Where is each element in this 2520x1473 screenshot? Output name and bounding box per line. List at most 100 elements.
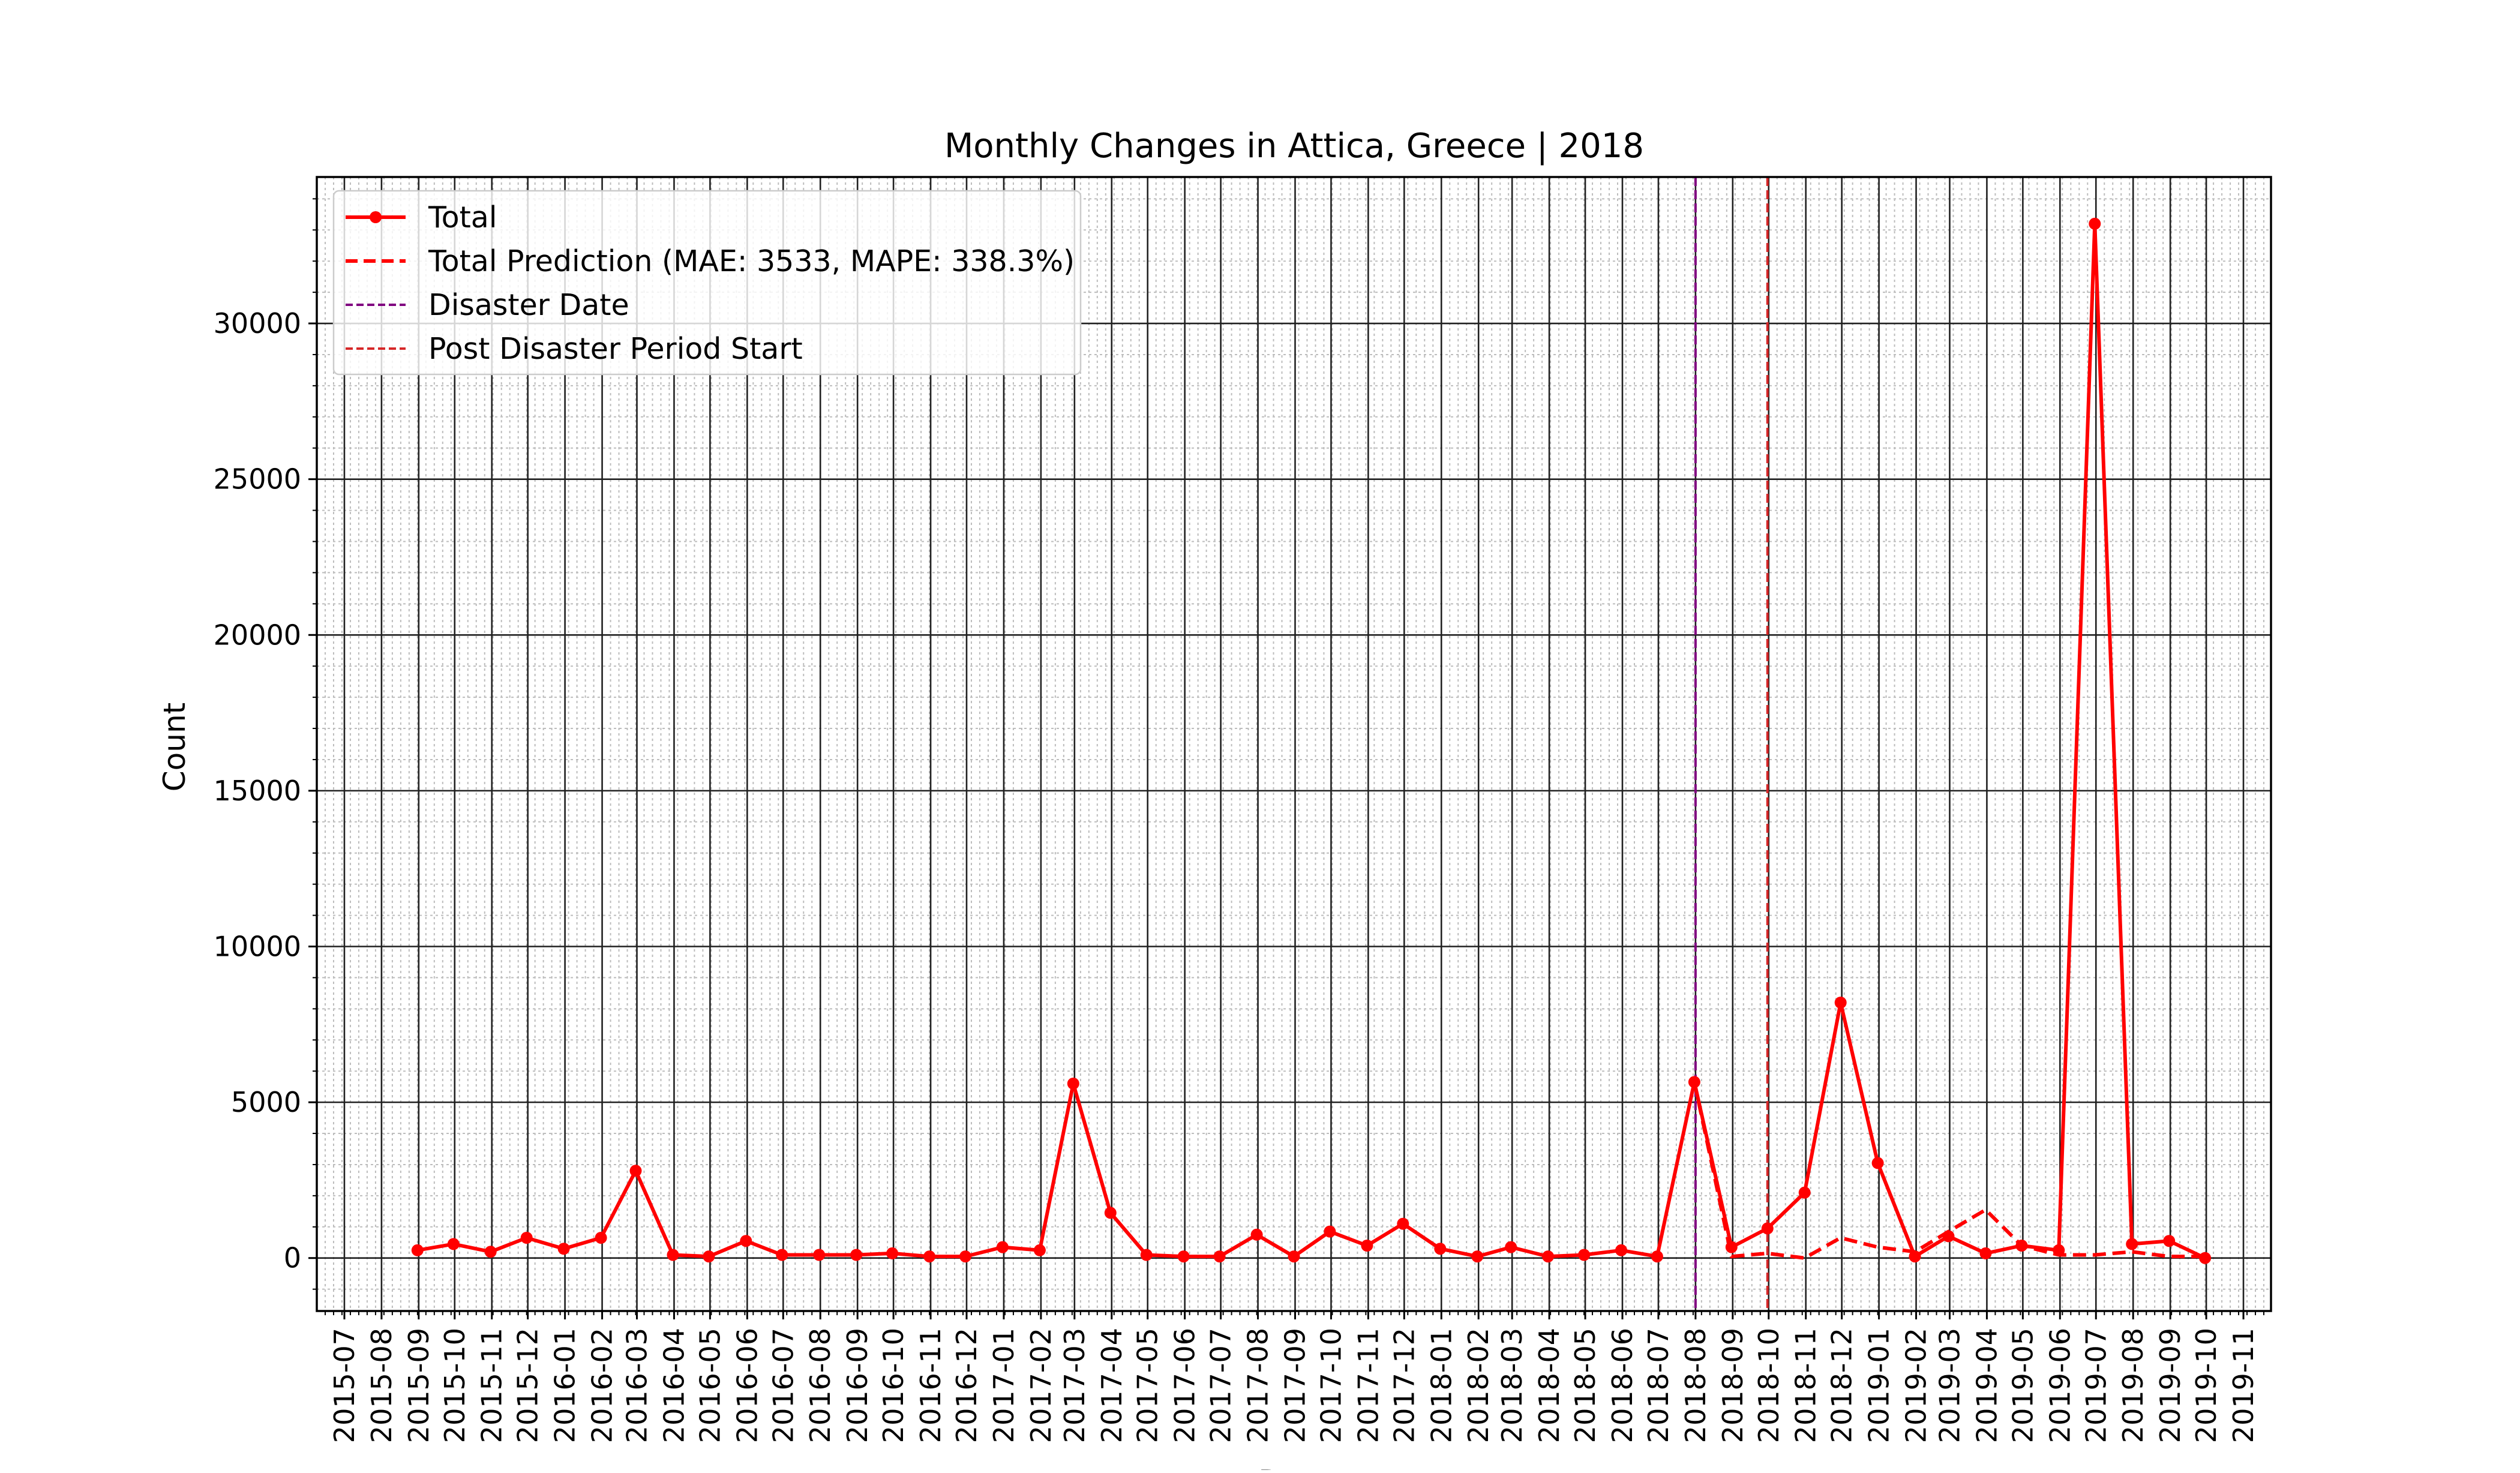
total-data-point bbox=[1104, 1207, 1117, 1219]
legend-disaster-date-label: Disaster Date bbox=[428, 288, 629, 322]
x-tick-label: 2017-11 bbox=[1352, 1328, 1384, 1443]
total-data-point bbox=[1651, 1250, 1663, 1263]
x-tick-label: 2016-08 bbox=[804, 1328, 836, 1443]
x-tick-label: 2016-04 bbox=[658, 1328, 691, 1443]
total-data-point bbox=[667, 1249, 679, 1261]
x-tick-label: 2019-10 bbox=[2190, 1328, 2222, 1443]
x-tick-label: 2019-06 bbox=[2044, 1328, 2076, 1443]
x-tick-label: 2016-02 bbox=[586, 1328, 619, 1443]
total-data-point bbox=[520, 1232, 533, 1244]
total-data-point bbox=[2126, 1238, 2138, 1250]
total-data-point bbox=[411, 1244, 424, 1256]
total-data-point bbox=[447, 1238, 460, 1250]
x-tick-label: 2019-09 bbox=[2154, 1328, 2186, 1443]
x-tick-label: 2017-07 bbox=[1205, 1328, 1237, 1443]
x-tick-label: 2017-04 bbox=[1096, 1328, 1128, 1443]
total-data-point bbox=[1979, 1247, 1992, 1259]
x-tick-label: 2017-02 bbox=[1025, 1328, 1057, 1443]
legend: Total Total Prediction (MAE: 3533, MAPE: … bbox=[332, 190, 1082, 376]
x-tick-label: 2018-07 bbox=[1642, 1328, 1675, 1443]
x-tick-label: 2018-03 bbox=[1496, 1328, 1528, 1443]
x-tick-label: 2017-06 bbox=[1169, 1328, 1201, 1443]
chart-title: Monthly Changes in Attica, Greece | 2018 bbox=[944, 127, 1644, 166]
x-tick-label: 2016-09 bbox=[841, 1328, 874, 1443]
total-data-point bbox=[2199, 1252, 2212, 1264]
total-data-point bbox=[2015, 1240, 2028, 1252]
x-tick-label: 2017-09 bbox=[1279, 1328, 1312, 1443]
total-data-point bbox=[629, 1165, 642, 1177]
total-data-point bbox=[1067, 1078, 1079, 1090]
total-data-point bbox=[557, 1243, 570, 1255]
x-tick-label: 2018-08 bbox=[1679, 1328, 1712, 1443]
total-data-point bbox=[484, 1246, 497, 1258]
x-tick-label: 2015-12 bbox=[512, 1328, 544, 1443]
x-tick-label: 2016-05 bbox=[694, 1328, 726, 1443]
x-tick-label: 2019-07 bbox=[2080, 1328, 2112, 1443]
total-data-point bbox=[1688, 1076, 1700, 1088]
x-tick-label: 2015-10 bbox=[439, 1328, 471, 1443]
total-data-point bbox=[850, 1249, 863, 1261]
total-data-point bbox=[996, 1241, 1009, 1253]
x-tick-label: 2017-10 bbox=[1315, 1328, 1347, 1443]
total-data-point bbox=[2089, 217, 2101, 230]
x-tick-label: 2018-01 bbox=[1425, 1328, 1457, 1443]
total-data-point bbox=[1471, 1250, 1484, 1263]
x-tick-label: 2016-11 bbox=[914, 1328, 947, 1443]
x-tick-label: 2017-05 bbox=[1132, 1328, 1164, 1443]
x-tick-label: 2018-02 bbox=[1462, 1328, 1495, 1443]
x-tick-label: 2019-11 bbox=[2227, 1328, 2260, 1443]
x-tick-label: 2015-09 bbox=[403, 1328, 435, 1443]
x-tick-label: 2015-11 bbox=[476, 1328, 508, 1443]
x-tick-label: 2018-09 bbox=[1717, 1328, 1749, 1443]
x-tick-label: 2017-03 bbox=[1058, 1328, 1091, 1443]
x-tick-label: 2015-08 bbox=[365, 1328, 398, 1443]
x-tick-label: 2019-01 bbox=[1863, 1328, 1895, 1443]
y-tick-label: 20000 bbox=[214, 619, 301, 651]
total-data-point bbox=[1397, 1217, 1409, 1230]
total-data-point bbox=[1250, 1228, 1263, 1241]
total-data-point bbox=[1324, 1225, 1336, 1238]
total-data-point bbox=[1834, 997, 1847, 1009]
x-tick-label: 2016-06 bbox=[731, 1328, 763, 1443]
x-tick-label: 2016-03 bbox=[621, 1328, 653, 1443]
y-tick-label: 0 bbox=[284, 1242, 301, 1274]
plot-frame bbox=[316, 176, 2272, 1312]
y-tick-label: 15000 bbox=[214, 775, 301, 807]
total-data-point bbox=[1725, 1241, 1738, 1253]
total-data-point bbox=[1140, 1249, 1153, 1261]
total-data-point bbox=[1909, 1250, 1921, 1263]
x-tick-label: 2015-07 bbox=[328, 1328, 361, 1443]
total-data-point bbox=[1542, 1250, 1555, 1263]
total-data-point bbox=[1761, 1222, 1774, 1235]
x-tick-label: 2019-03 bbox=[1934, 1328, 1966, 1443]
x-axis-label: Date bbox=[1258, 1464, 1330, 1470]
y-axis-label: Count bbox=[157, 703, 192, 792]
legend-total-marker bbox=[370, 211, 382, 223]
total-data-point bbox=[959, 1250, 971, 1263]
total-data-point bbox=[886, 1247, 899, 1259]
total-data-point bbox=[1942, 1230, 1955, 1243]
x-tick-label: 2019-02 bbox=[1900, 1328, 1933, 1443]
y-tick-label: 5000 bbox=[231, 1086, 301, 1118]
x-tick-label: 2016-10 bbox=[877, 1328, 910, 1443]
total-data-point bbox=[740, 1235, 752, 1247]
total-data-point bbox=[1798, 1186, 1811, 1199]
legend-box bbox=[332, 190, 1082, 376]
x-tick-label: 2017-01 bbox=[988, 1328, 1020, 1443]
total-data-point bbox=[1434, 1243, 1447, 1255]
total-data-point bbox=[1871, 1157, 1884, 1169]
x-tick-label: 2019-05 bbox=[2006, 1328, 2039, 1443]
total-data-point bbox=[776, 1249, 788, 1261]
legend-prediction-label: Total Prediction (MAE: 3533, MAPE: 338.3… bbox=[428, 244, 1075, 278]
x-tick-label: 2016-07 bbox=[767, 1328, 799, 1443]
x-tick-label: 2018-11 bbox=[1790, 1328, 1822, 1443]
x-tick-label: 2018-05 bbox=[1569, 1328, 1601, 1443]
y-tick-label: 25000 bbox=[214, 463, 301, 496]
total-data-point bbox=[1361, 1240, 1373, 1252]
legend-post-disaster-label: Post Disaster Period Start bbox=[428, 332, 803, 366]
x-tick-label: 2017-08 bbox=[1242, 1328, 1274, 1443]
x-tick-label: 2017-12 bbox=[1388, 1328, 1420, 1443]
x-tick-label: 2018-04 bbox=[1533, 1328, 1565, 1443]
